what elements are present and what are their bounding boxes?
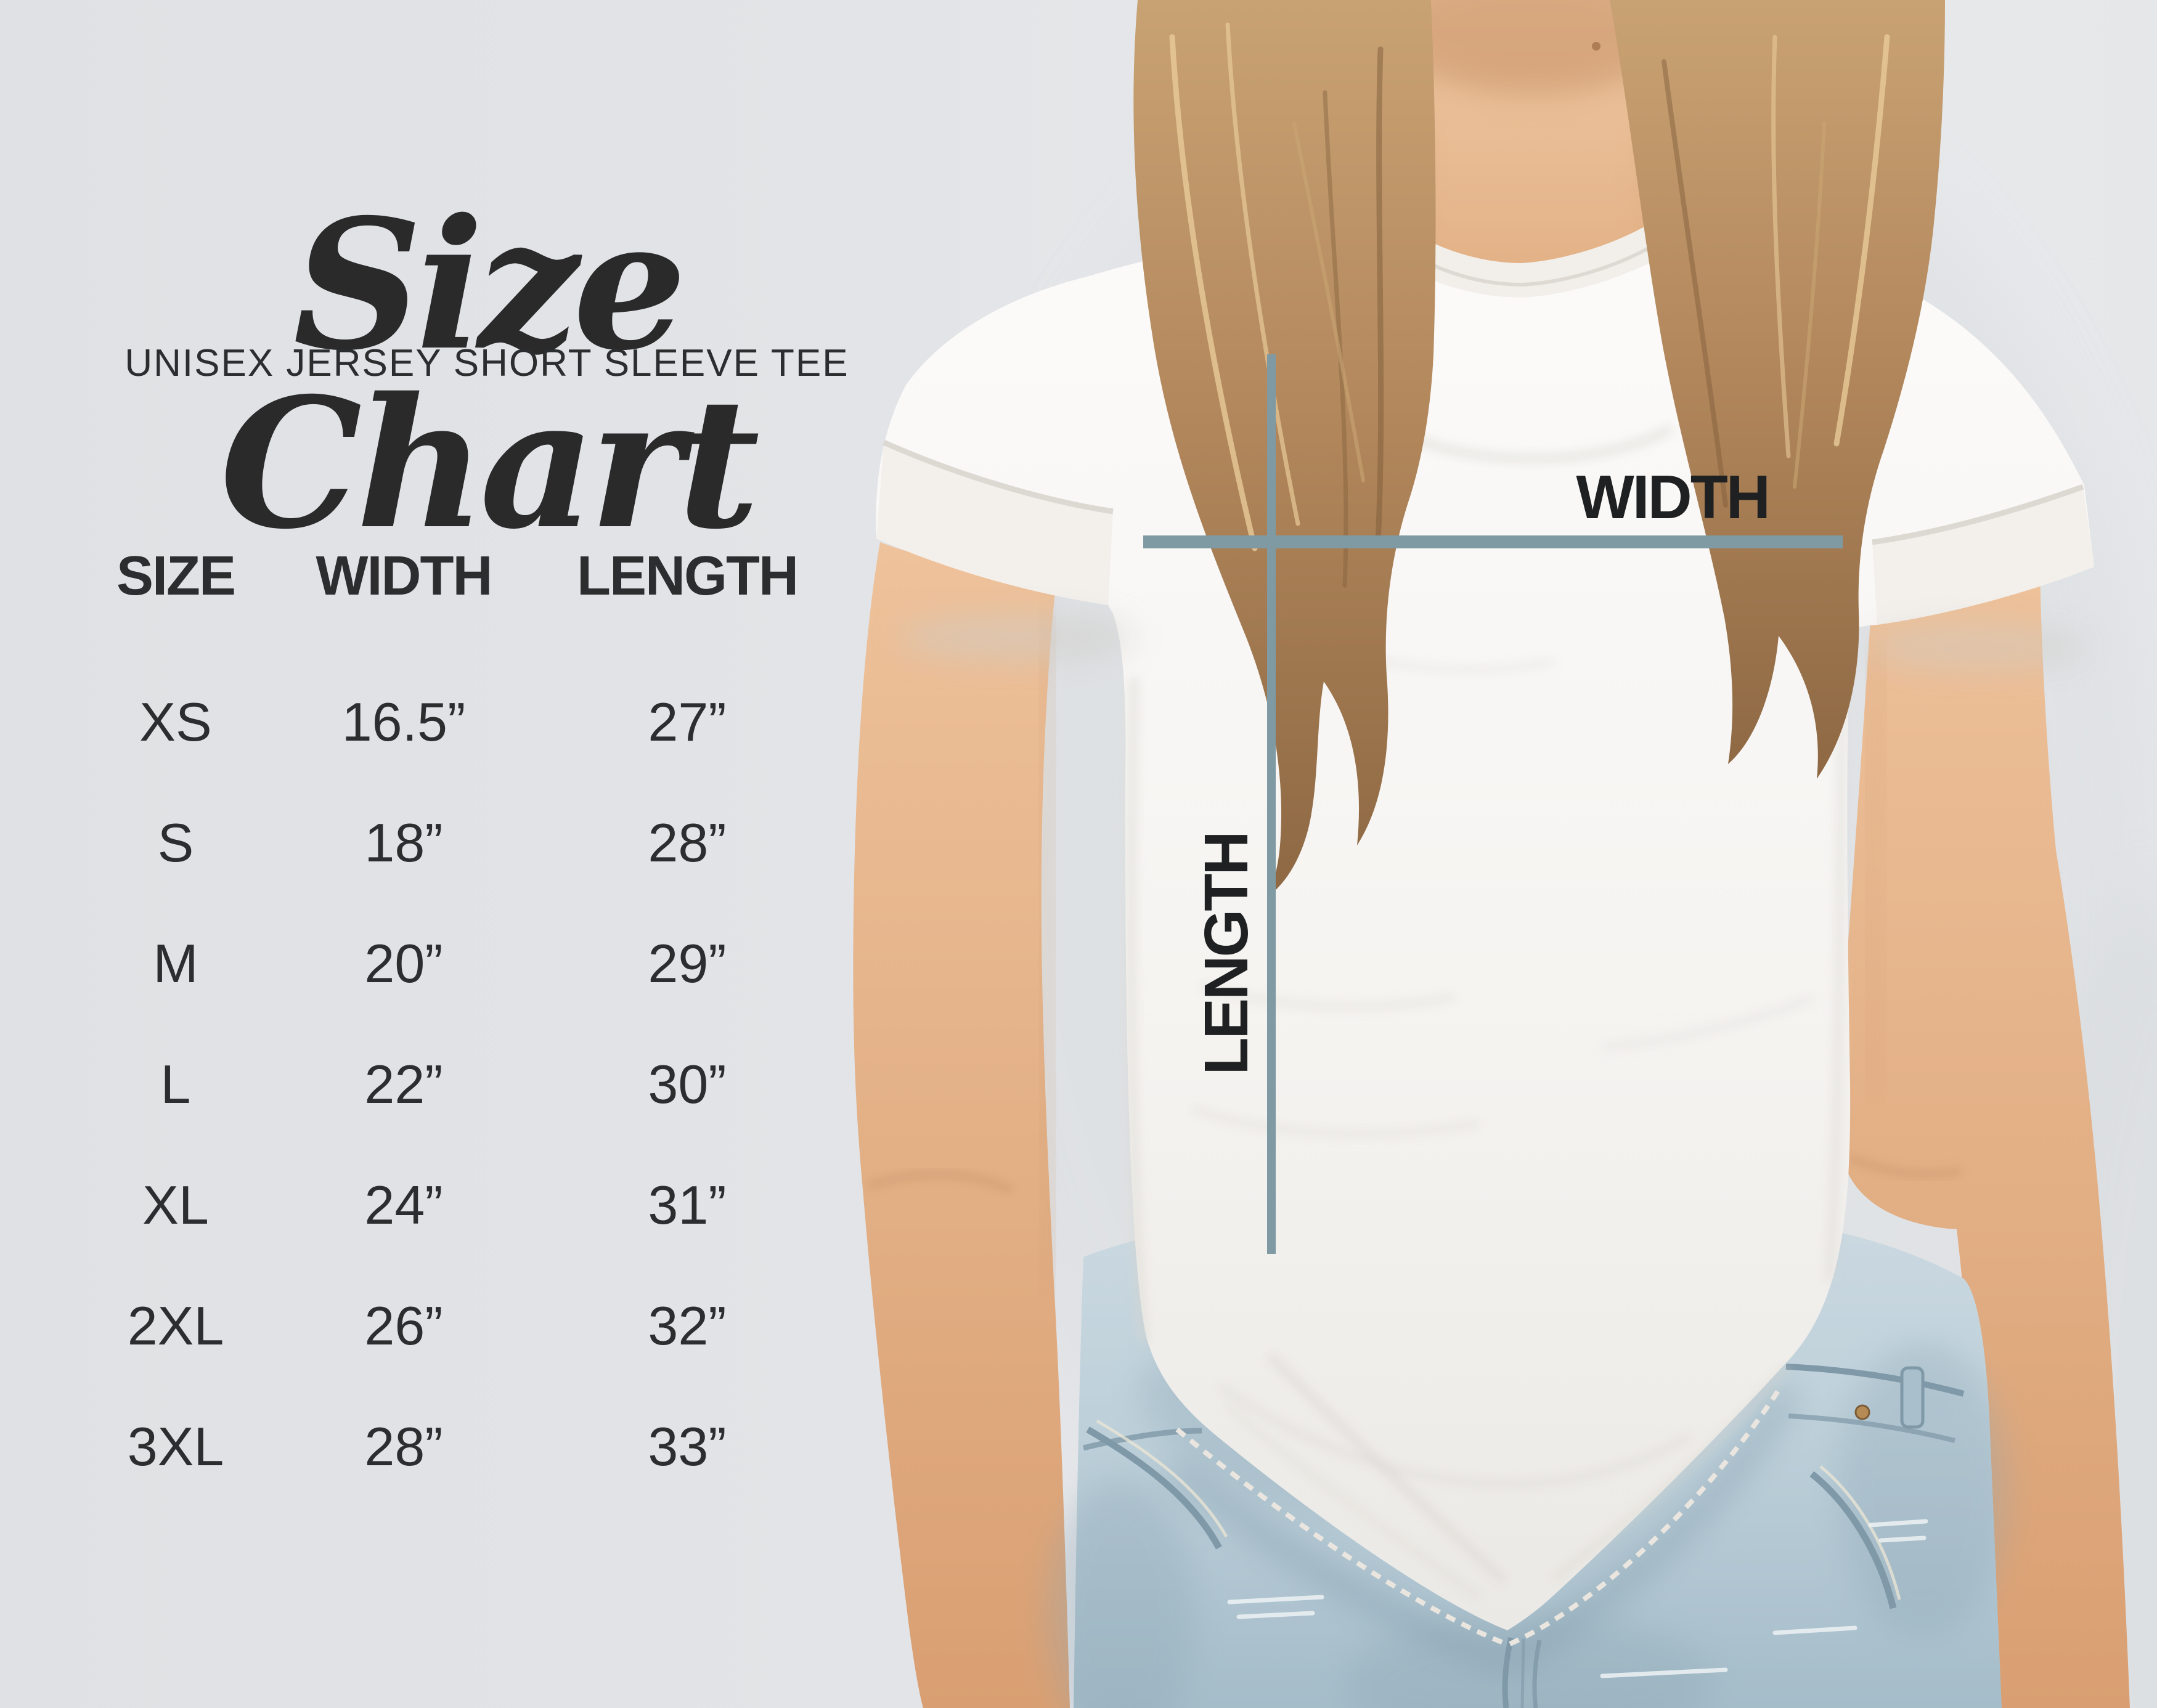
length-value: 30” [648, 1054, 727, 1115]
length-measure-line [1267, 354, 1276, 1254]
table-row: M 20” 29” [71, 903, 847, 1024]
size-value: 3XL [127, 1416, 224, 1477]
size-value: 2XL [127, 1295, 224, 1356]
length-value: 29” [648, 933, 727, 994]
pocket-rivet [1854, 1404, 1870, 1420]
size-value: XL [142, 1174, 209, 1235]
width-value: 16.5” [341, 691, 466, 752]
length-value: 33” [648, 1416, 727, 1477]
length-value: 32” [648, 1295, 727, 1356]
table-row: S 18” 28” [71, 783, 847, 903]
right-cuff [1872, 487, 2094, 625]
width-value: 22” [364, 1054, 443, 1115]
left-cuff [876, 442, 1113, 605]
right-arm [1840, 551, 2130, 1708]
size-value: M [153, 933, 198, 994]
left-arm [853, 542, 1070, 1708]
page-title: Size Chart [219, 181, 760, 569]
model-hair [1133, 0, 1945, 897]
denim-seams [1082, 1364, 1965, 1708]
table-row: XS 16.5” 27” [71, 662, 847, 783]
size-value: L [160, 1054, 191, 1115]
size-table-header: SIZE WIDTH LENGTH [71, 547, 847, 605]
size-value: S [157, 812, 194, 873]
width-value: 26” [364, 1295, 443, 1356]
product-subtitle: UNISEX JERSEY SHORT SLEEVE TEE [124, 342, 849, 384]
column-header-size: SIZE [116, 545, 236, 607]
length-value: 28” [648, 812, 727, 873]
hem-stitch [1175, 1385, 1784, 1646]
width-value: 18” [364, 812, 443, 873]
width-value: 28” [364, 1416, 443, 1477]
hem-shadow-on-jeans [1167, 1386, 1798, 1670]
width-value: 20” [364, 933, 443, 994]
column-header-width: WIDTH [316, 545, 493, 607]
width-label: WIDTH [1576, 463, 1771, 532]
belt-loop [1900, 1366, 1925, 1429]
table-row: XL 24” 31” [71, 1145, 847, 1266]
length-value: 31” [648, 1174, 727, 1235]
hair-strands [1169, 22, 1890, 588]
tee-folds [1125, 424, 1848, 1600]
table-row: 2XL 26” 32” [71, 1266, 847, 1386]
width-value: 24” [364, 1174, 443, 1235]
table-row: 3XL 28” 33” [71, 1386, 847, 1507]
length-value: 27” [648, 691, 727, 752]
column-header-length: LENGTH [577, 545, 799, 607]
size-table: XS 16.5” 27” S 18” 28” M 20” 29” L 22” 3… [0, 662, 847, 1507]
width-measure-line [1143, 535, 1843, 548]
denim-distress [1227, 1519, 1928, 1678]
table-row: L 22” 30” [71, 1024, 847, 1145]
length-label: LENGTH [1192, 832, 1261, 1075]
denim-stitching [1096, 1419, 1901, 1600]
size-value: XS [139, 691, 212, 752]
